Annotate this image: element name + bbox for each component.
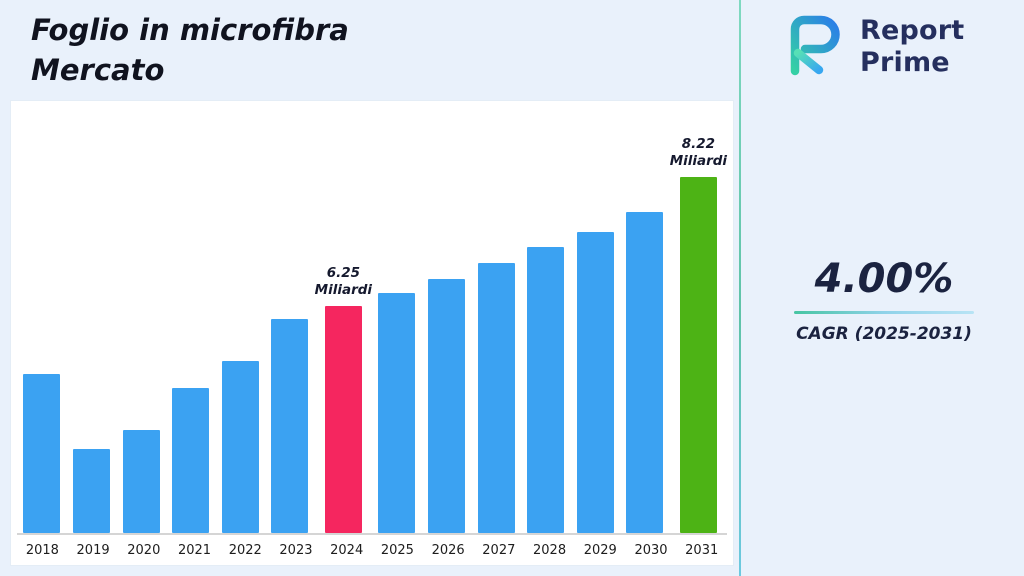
x-label-2026: 2026 <box>431 542 465 558</box>
x-label-2027: 2027 <box>482 542 516 558</box>
bar-2021 <box>172 388 210 533</box>
report-prime-logo-icon <box>778 12 850 82</box>
bar-group-2030 <box>620 212 670 533</box>
x-label-2028: 2028 <box>533 542 567 558</box>
x-label-2018: 2018 <box>25 542 59 558</box>
report-prime-logo-text: Report Prime <box>860 15 964 79</box>
bar-group-2029 <box>570 232 620 533</box>
bar-2030 <box>626 212 664 533</box>
bar-group-2025 <box>372 293 422 533</box>
bar-2018 <box>23 374 61 533</box>
vertical-divider <box>739 0 741 576</box>
bar-group-2028 <box>521 247 571 533</box>
report-prime-logo: Report Prime <box>778 12 964 82</box>
bar-2024 <box>324 306 362 533</box>
cagr-panel: 4.00% CAGR (2025-2031) <box>768 256 1000 344</box>
bar-group-2023 <box>265 319 315 533</box>
bar-2020 <box>122 430 160 533</box>
cagr-label: CAGR (2025-2031) <box>796 324 972 344</box>
bar-group-2022 <box>215 361 265 533</box>
bar-2025 <box>378 293 416 533</box>
logo-word-report: Report <box>860 15 965 47</box>
x-label-2030: 2030 <box>634 542 668 558</box>
bar-group-2031: 8.22 Miliardi <box>670 136 727 533</box>
x-label-2022: 2022 <box>228 542 262 558</box>
cagr-value: 4.00% <box>814 256 954 302</box>
bar-2031 <box>679 177 717 533</box>
bar-group-2024: 6.25 Miliardi <box>315 265 372 533</box>
bar-2022 <box>221 361 259 533</box>
x-label-2029: 2029 <box>583 542 617 558</box>
cagr-underline <box>794 311 974 314</box>
x-label-2024: 2024 <box>330 542 364 558</box>
page-title: Foglio in microfibra Mercato <box>31 10 349 90</box>
x-label-2023: 2023 <box>279 542 313 558</box>
bar-2026 <box>427 279 465 533</box>
x-label-2020: 2020 <box>127 542 161 558</box>
bar-group-2019 <box>67 449 117 533</box>
bar-2028 <box>527 247 565 533</box>
bar-group-2027 <box>471 263 521 533</box>
page-title-line1: Foglio in microfibra <box>31 13 349 47</box>
bar-2019 <box>72 449 110 533</box>
x-label-2031: 2031 <box>685 542 719 558</box>
x-label-2019: 2019 <box>76 542 110 558</box>
bar-group-2021 <box>166 388 216 533</box>
page-title-line2: Mercato <box>31 53 165 88</box>
bar-2023 <box>271 319 309 533</box>
bar-group-2020 <box>116 430 166 533</box>
x-label-2021: 2021 <box>177 542 212 558</box>
bar-2027 <box>477 263 515 533</box>
bar-group-2018 <box>17 374 67 533</box>
bar-group-2026 <box>422 279 472 533</box>
bars-row: 6.25 Miliardi 8.22 Miliardi <box>17 101 727 535</box>
bar-2029 <box>576 232 614 533</box>
bar-chart: 6.25 Miliardi 8.22 Miliardi 2018 2019 2020 202… <box>10 100 734 566</box>
x-label-2025: 2025 <box>380 542 414 558</box>
bar-annotation-2031: 8.22 Miliardi <box>669 135 728 170</box>
logo-word-prime: Prime <box>860 47 950 78</box>
bar-annotation-2024: 6.25 Miliardi <box>314 264 373 299</box>
x-axis-labels: 2018 2019 2020 2021 2022 2023 2024 2025 2026 2027… <box>17 535 727 565</box>
